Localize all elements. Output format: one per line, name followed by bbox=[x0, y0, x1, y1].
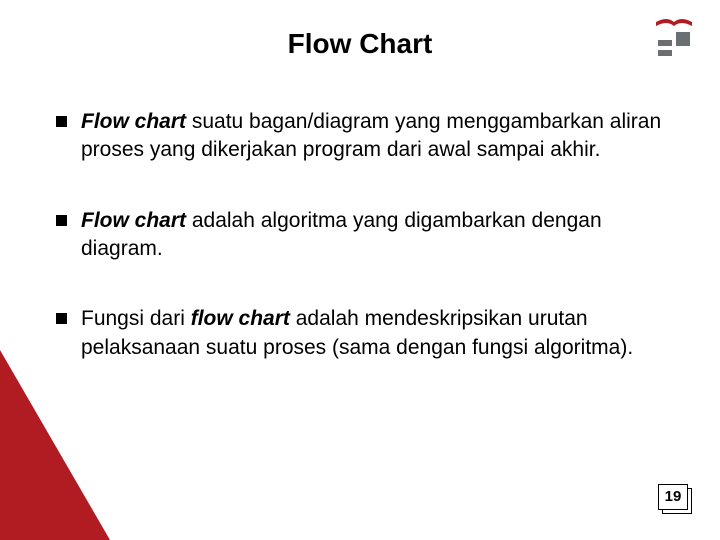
page-title: Flow Chart bbox=[0, 28, 720, 60]
bullet-list: Flow chart suatu bagan/diagram yang meng… bbox=[56, 108, 672, 404]
list-item: Flow chart adalah algoritma yang digamba… bbox=[56, 207, 672, 264]
bullet-icon bbox=[56, 116, 67, 127]
logo-book-icon bbox=[656, 19, 692, 26]
bullet-text: Fungsi dari flow chart adalah mendeskrip… bbox=[81, 305, 672, 362]
corner-accent-triangle bbox=[0, 350, 110, 540]
bullet-text: Flow chart adalah algoritma yang digamba… bbox=[81, 207, 672, 264]
bullet-text: Flow chart suatu bagan/diagram yang meng… bbox=[81, 108, 672, 165]
page-number-badge: 19 bbox=[658, 484, 692, 514]
bullet-icon bbox=[56, 313, 67, 324]
page-number: 19 bbox=[658, 484, 688, 510]
bullet-icon bbox=[56, 215, 67, 226]
list-item: Flow chart suatu bagan/diagram yang meng… bbox=[56, 108, 672, 165]
list-item: Fungsi dari flow chart adalah mendeskrip… bbox=[56, 305, 672, 362]
